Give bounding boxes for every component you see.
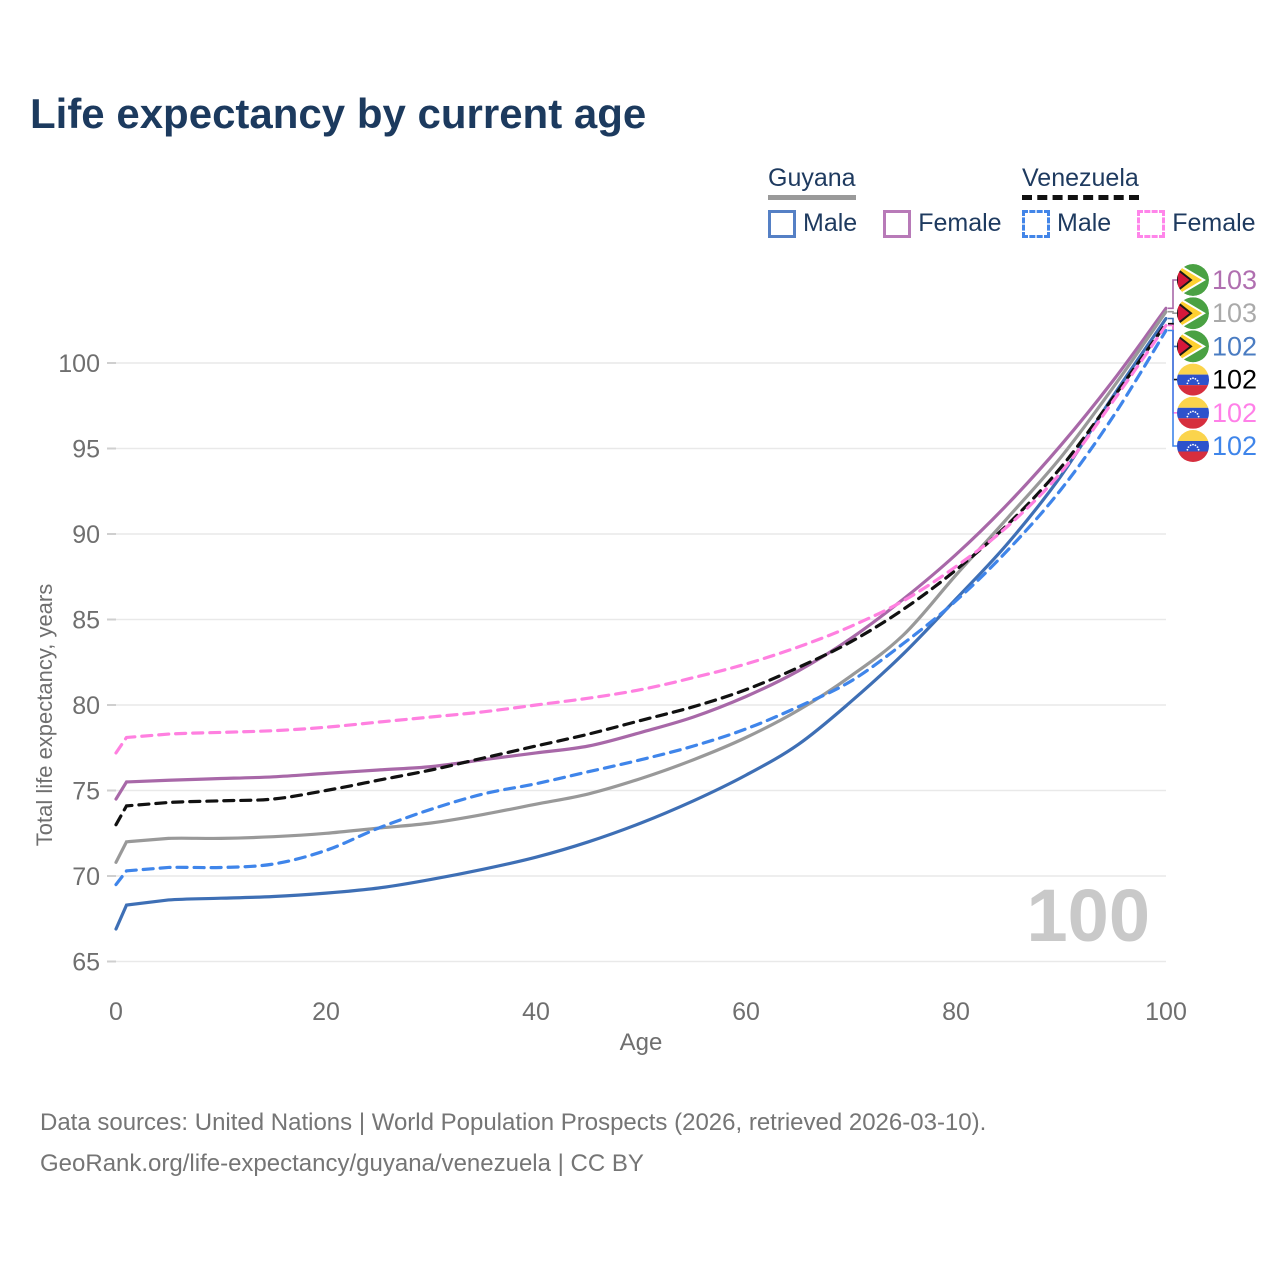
- venezuela-flag-icon: [1177, 396, 1209, 429]
- y-axis-title: Total life expectancy, years: [32, 584, 57, 847]
- line-venezuela-female: [114, 323, 1168, 755]
- legend-item-label: Female: [1172, 209, 1256, 237]
- x-tick-label: 40: [522, 998, 550, 1026]
- end-value-guyana-male: 102: [1212, 331, 1257, 361]
- footer: Data sources: United Nations | World Pop…: [40, 1102, 986, 1184]
- guyana-flag-icon: [1177, 264, 1209, 296]
- y-tick-label: 85: [72, 607, 100, 635]
- end-value-venezuela-female: 102: [1212, 398, 1257, 428]
- x-tick-label: 80: [942, 998, 970, 1026]
- series-layer: [114, 306, 1168, 931]
- line-guyana-female: [114, 306, 1168, 801]
- x-tick-label: 0: [109, 998, 123, 1026]
- guyana-flag-icon: [1177, 297, 1209, 330]
- legend-item-guyana-male[interactable]: Male: [768, 209, 857, 238]
- line-guyana-male: [114, 316, 1168, 931]
- legend-group-guyana: Guyana Male Female: [768, 164, 1028, 238]
- footer-data-sources: Data sources: United Nations | World Pop…: [40, 1109, 987, 1136]
- legend-item-venezuela-female[interactable]: Female: [1137, 209, 1256, 238]
- page-title: Life expectancy by current age: [30, 90, 647, 137]
- x-tick-label: 20: [312, 998, 340, 1026]
- legend-item-label: Male: [803, 209, 858, 237]
- legend-item-venezuela-male[interactable]: Male: [1022, 209, 1111, 238]
- end-value-guyana-all: 103: [1212, 298, 1257, 328]
- end-value-venezuela-all: 102: [1212, 365, 1257, 395]
- venezuela-flag-icon: [1177, 363, 1209, 396]
- grid-layer: 65 70 75 80 85 90 95 100 0 20 40 60 80 100: [58, 350, 1187, 1026]
- leader-venezuela-male: [1168, 329, 1177, 447]
- line-guyana-all: [114, 310, 1168, 864]
- legend-row-venezuela: Male Female: [1022, 209, 1280, 238]
- legend-item-guyana-female[interactable]: Female: [883, 209, 1002, 238]
- end-value-venezuela-male: 102: [1212, 431, 1257, 461]
- footer-attribution: GeoRank.org/life-expectancy/guyana/venez…: [40, 1150, 644, 1177]
- y-tick-label: 80: [72, 692, 100, 720]
- legend-item-label: Female: [918, 209, 1002, 237]
- legend-row-guyana: Male Female: [768, 209, 1028, 238]
- guyana-flag-icon: [1177, 330, 1209, 363]
- age-watermark: 100: [1027, 874, 1150, 957]
- venezuela-flag-icon: [1177, 430, 1209, 462]
- legend-group-venezuela: Venezuela Male Female: [1022, 164, 1280, 238]
- guyana-male-swatch-icon: [768, 209, 796, 238]
- leader-guyana-female: [1168, 279, 1177, 310]
- line-venezuela-male: [114, 328, 1168, 887]
- venezuela-female-swatch-icon: [1137, 209, 1166, 238]
- y-tick-label: 75: [72, 778, 100, 806]
- venezuela-male-swatch-icon: [1022, 209, 1050, 238]
- guyana-female-swatch-icon: [883, 209, 912, 238]
- y-tick-label: 90: [72, 521, 100, 549]
- y-tick-label: 95: [72, 436, 100, 464]
- legend-country-guyana[interactable]: Guyana: [768, 164, 856, 200]
- legend-item-label: Male: [1057, 209, 1112, 237]
- y-tick-label: 70: [72, 863, 100, 891]
- x-tick-label: 60: [732, 998, 760, 1026]
- x-axis-title: Age: [620, 1029, 663, 1056]
- x-tick-label: 100: [1145, 998, 1187, 1026]
- legend-country-venezuela[interactable]: Venezuela: [1022, 164, 1139, 200]
- y-tick-label: 65: [72, 949, 100, 977]
- end-value-guyana-female: 103: [1212, 265, 1257, 295]
- y-tick-label: 100: [58, 350, 100, 378]
- leader-guyana-all: [1168, 310, 1177, 314]
- line-venezuela-all: [114, 322, 1168, 827]
